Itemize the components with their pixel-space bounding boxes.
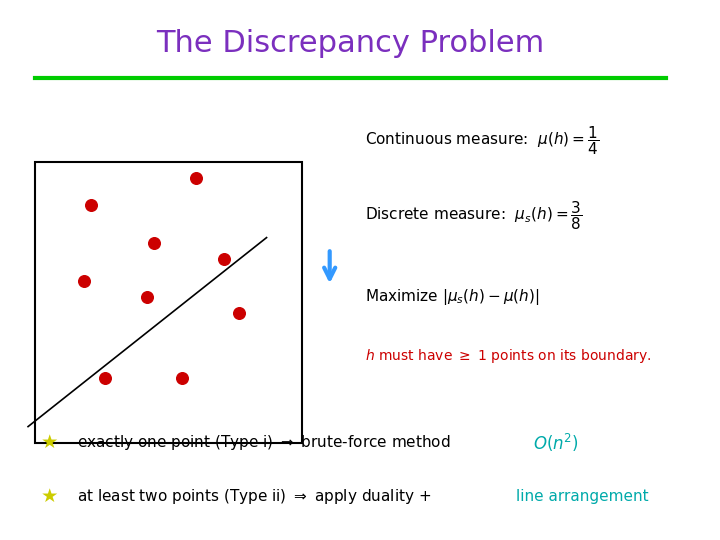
Point xyxy=(142,293,153,301)
Text: Maximize $|\mu_s(h) - \mu(h)|$: Maximize $|\mu_s(h) - \mu(h)|$ xyxy=(365,287,539,307)
Text: ★: ★ xyxy=(40,433,58,453)
Text: at least two points (Type ii) $\Rightarrow$ apply duality +: at least two points (Type ii) $\Rightarr… xyxy=(77,487,433,507)
Text: ★: ★ xyxy=(40,487,58,507)
Point xyxy=(191,174,202,183)
Text: Continuous measure:  $\mu(h) = \dfrac{1}{4}$: Continuous measure: $\mu(h) = \dfrac{1}{… xyxy=(365,124,599,157)
Point xyxy=(233,309,244,318)
Point xyxy=(148,239,160,247)
Point xyxy=(86,201,97,210)
Point xyxy=(176,374,188,382)
Text: Discrete measure:  $\mu_s(h) = \dfrac{3}{8}$: Discrete measure: $\mu_s(h) = \dfrac{3}{… xyxy=(365,200,582,232)
Point xyxy=(99,374,111,382)
Point xyxy=(78,276,90,285)
Text: line arrangement: line arrangement xyxy=(516,489,648,504)
Text: exactly one point (Type i) $\Rightarrow$ brute-force method: exactly one point (Type i) $\Rightarrow$… xyxy=(77,433,451,453)
Text: $h$ must have $\geq$ 1 points on its boundary.: $h$ must have $\geq$ 1 points on its bou… xyxy=(365,347,651,366)
Text: The Discrepancy Problem: The Discrepancy Problem xyxy=(157,29,545,58)
Point xyxy=(219,255,230,264)
Text: $O(n^2)$: $O(n^2)$ xyxy=(533,432,579,454)
Bar xyxy=(35,162,302,443)
